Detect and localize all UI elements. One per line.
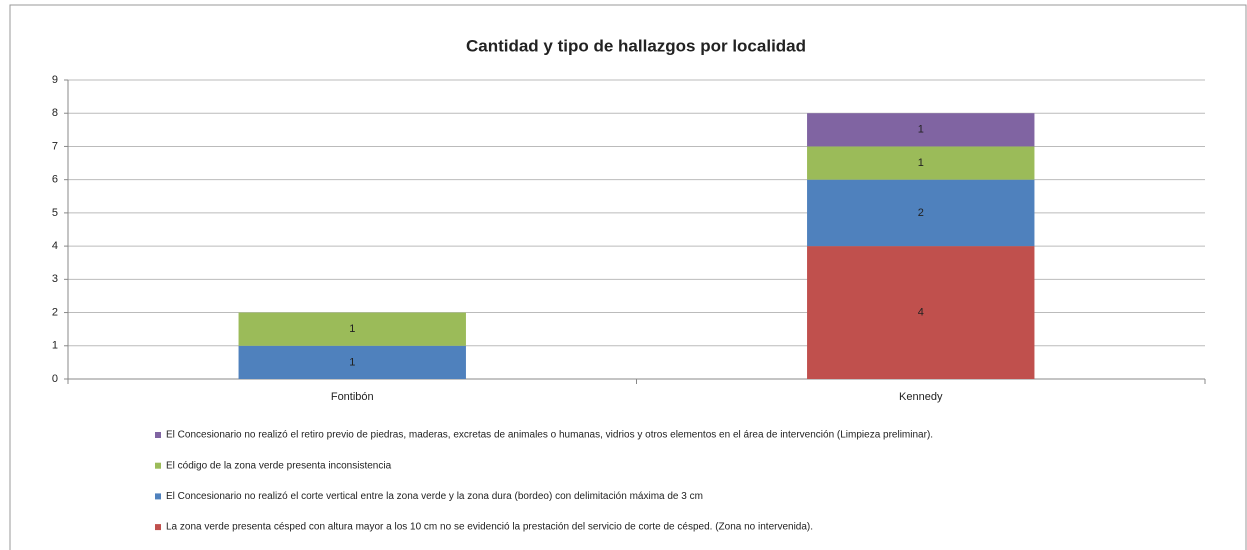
legend-label: El Concesionario no realizó el retiro pr… bbox=[166, 430, 933, 441]
legend-swatch bbox=[155, 432, 161, 438]
bar-segment bbox=[238, 312, 466, 346]
y-tick-label: 2 bbox=[52, 306, 58, 318]
legend-swatch bbox=[155, 524, 161, 531]
y-tick-label: 4 bbox=[52, 240, 58, 252]
value-label: 2 bbox=[918, 207, 924, 219]
bar-segment bbox=[807, 146, 1035, 180]
y-tick-label: 3 bbox=[52, 273, 58, 285]
value-label: 4 bbox=[918, 306, 924, 318]
bar-segment bbox=[238, 345, 466, 379]
y-tick-label: 6 bbox=[52, 174, 58, 186]
value-label: 1 bbox=[349, 356, 355, 368]
chart-title: Cantidad y tipo de hallazgos por localid… bbox=[466, 36, 806, 55]
bar-segment bbox=[807, 179, 1035, 247]
value-label: 1 bbox=[918, 124, 924, 136]
y-tick-label: 8 bbox=[52, 107, 58, 119]
bar-segment bbox=[807, 246, 1035, 379]
y-tick-label: 0 bbox=[52, 373, 58, 385]
legend-label: La zona verde presenta césped con altura… bbox=[166, 522, 813, 533]
value-label: 1 bbox=[349, 323, 355, 335]
y-tick-label: 1 bbox=[52, 340, 58, 352]
legend-label: El Concesionario no realizó el corte ver… bbox=[166, 491, 703, 502]
chart-frame bbox=[9, 4, 1247, 550]
value-label: 1 bbox=[918, 157, 924, 169]
y-tick-label: 7 bbox=[52, 140, 58, 152]
bar-segment bbox=[807, 113, 1035, 147]
legend-swatch bbox=[155, 462, 161, 469]
y-tick-label: 5 bbox=[52, 207, 58, 219]
x-tick-label: Kennedy bbox=[899, 391, 943, 403]
x-tick-label: Fontibón bbox=[331, 391, 374, 403]
legend-swatch bbox=[155, 493, 161, 500]
y-tick-label: 9 bbox=[52, 74, 58, 86]
legend-label: El código de la zona verde presenta inco… bbox=[166, 460, 392, 471]
